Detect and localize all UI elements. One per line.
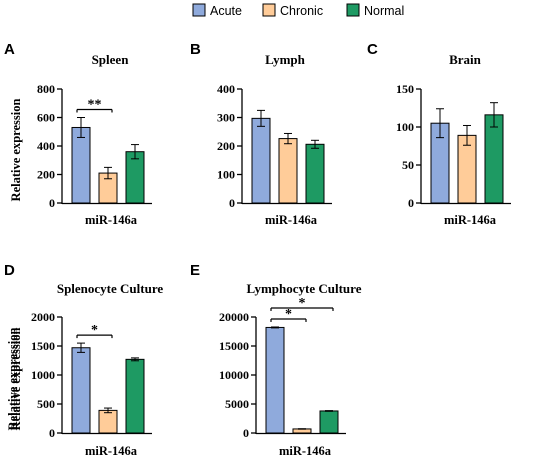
legend-label-chronic: Chronic bbox=[280, 4, 323, 18]
error-bar-chronic bbox=[104, 407, 112, 414]
error-bar-acute bbox=[77, 342, 85, 353]
panel-a: A Spleen 0 200 400 600 800 miR-146a Relative exp… bbox=[4, 41, 152, 227]
y-tick-label: 50 bbox=[402, 158, 414, 172]
x-axis-label: miR-146a bbox=[444, 213, 497, 227]
y-tick-label: 0 bbox=[49, 426, 55, 440]
bar-chronic bbox=[98, 409, 118, 434]
panel-title: Spleen bbox=[92, 52, 130, 67]
y-tick-label: 150 bbox=[396, 82, 414, 96]
y-axis-label: Relative expression bbox=[9, 99, 23, 202]
legend-item-normal: Normal bbox=[346, 3, 404, 18]
y-tick-label: 200 bbox=[217, 139, 235, 153]
y-tick-label: 20000 bbox=[219, 310, 249, 324]
error-bar-normal bbox=[490, 102, 498, 128]
error-bar-normal bbox=[131, 357, 139, 362]
x-axis-label: miR-146a bbox=[279, 444, 332, 458]
y-tick-label: 5000 bbox=[225, 397, 249, 411]
y-tick-label: 0 bbox=[408, 196, 414, 210]
significance-bracket: * bbox=[270, 307, 307, 322]
panel-d: D Splenocyte Culture 0 500 1000 1500 2000 miR-1… bbox=[4, 262, 163, 458]
error-bar-acute bbox=[271, 326, 279, 329]
y-tick-label: 800 bbox=[37, 82, 55, 96]
x-axis-label: miR-146a bbox=[85, 213, 138, 227]
error-bar-acute bbox=[257, 109, 265, 127]
error-bar-acute bbox=[77, 117, 85, 138]
panel-letter-e: E bbox=[190, 262, 200, 279]
bar-normal bbox=[125, 358, 145, 434]
significance-bracket: * bbox=[76, 323, 113, 339]
y-tick-label: 2000 bbox=[31, 310, 55, 324]
x-axis-label: miR-146a bbox=[265, 213, 318, 227]
panel-title: Lymphocyte Culture bbox=[247, 281, 362, 296]
bar-acute bbox=[71, 126, 91, 204]
y-tick-label: 200 bbox=[37, 168, 55, 182]
legend-swatch-acute bbox=[192, 3, 206, 17]
bar-normal bbox=[125, 151, 145, 204]
y-tick-label: 1500 bbox=[31, 339, 55, 353]
bar-normal bbox=[305, 143, 325, 204]
y-axis-label: Relative expression bbox=[6, 328, 20, 431]
error-bar-chronic bbox=[284, 132, 292, 145]
bar-chronic bbox=[278, 138, 298, 204]
y-tick-label: 0 bbox=[243, 426, 249, 440]
legend-label-normal: Normal bbox=[364, 4, 404, 18]
y-tick-label: 0 bbox=[49, 196, 55, 210]
legend: Acute Chronic Normal bbox=[192, 3, 404, 18]
legend-swatch-chronic bbox=[262, 3, 276, 17]
significance-bracket: ** bbox=[76, 98, 113, 113]
significance-label: * bbox=[285, 307, 292, 322]
panel-letter-b: B bbox=[190, 41, 201, 58]
x-axis-label: miR-146a bbox=[85, 444, 138, 458]
bar-normal bbox=[319, 410, 339, 434]
error-bar-acute bbox=[436, 108, 444, 139]
y-tick-label: 400 bbox=[217, 82, 235, 96]
significance-label: * bbox=[91, 323, 98, 338]
legend-item-chronic: Chronic bbox=[262, 3, 323, 18]
error-bar-normal bbox=[311, 139, 319, 149]
bar-acute bbox=[71, 347, 91, 434]
bar-acute bbox=[251, 117, 271, 204]
legend-label-acute: Acute bbox=[210, 4, 242, 18]
panel-b: B Lymph 0 100 200 300 400 miR-146a bbox=[190, 41, 332, 227]
panel-title: Lymph bbox=[265, 52, 306, 67]
y-tick-label: 300 bbox=[217, 111, 235, 125]
y-tick-label: 15000 bbox=[219, 339, 249, 353]
panel-letter-d: D bbox=[4, 262, 15, 279]
y-tick-label: 100 bbox=[217, 168, 235, 182]
bar-acute bbox=[265, 326, 285, 434]
y-tick-label: 400 bbox=[37, 139, 55, 153]
panel-letter-c: C bbox=[367, 41, 378, 58]
y-tick-label: 100 bbox=[396, 120, 414, 134]
panels: A Spleen 0 200 400 600 800 miR-146a Relative exp… bbox=[4, 41, 511, 458]
error-bar-chronic bbox=[463, 124, 471, 146]
panel-title: Brain bbox=[449, 52, 482, 67]
panel-title: Splenocyte Culture bbox=[57, 281, 164, 296]
y-tick-label: 1000 bbox=[31, 368, 55, 382]
significance-label: * bbox=[299, 296, 306, 311]
y-tick-label: 600 bbox=[37, 111, 55, 125]
significance-label: ** bbox=[88, 98, 102, 113]
y-tick-label: 10000 bbox=[219, 368, 249, 382]
y-tick-label: 500 bbox=[37, 397, 55, 411]
error-bar-chronic bbox=[104, 166, 112, 180]
significance-bracket: * bbox=[270, 296, 334, 311]
y-axis-label: Relative expression bbox=[9, 328, 23, 431]
y-tick-label: 0 bbox=[229, 196, 235, 210]
bar-normal bbox=[484, 114, 504, 204]
error-bar-normal bbox=[131, 144, 139, 160]
panel-letter-a: A bbox=[4, 41, 15, 58]
legend-swatch-normal bbox=[346, 3, 360, 17]
legend-item-acute: Acute bbox=[192, 3, 242, 18]
panel-c: C Brain 0 50 100 150 miR-146a bbox=[367, 41, 511, 227]
error-bar-normal bbox=[325, 410, 333, 412]
